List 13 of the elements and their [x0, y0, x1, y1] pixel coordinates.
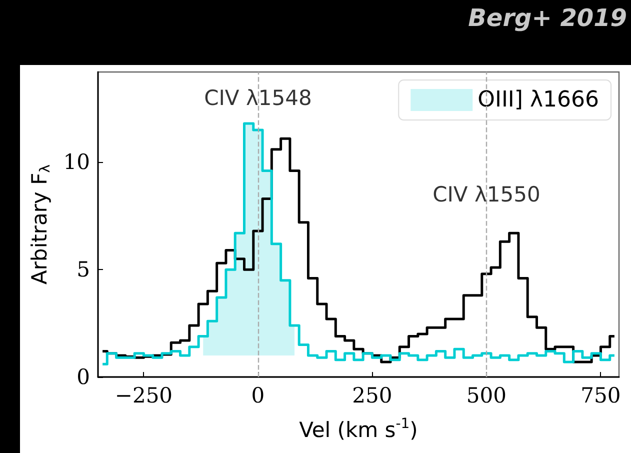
- y-tick-label: 0: [76, 365, 90, 389]
- x-tick-label: 0: [251, 384, 265, 408]
- annotation: CIV λ1550: [432, 182, 540, 206]
- annotation: CIV λ1548: [204, 86, 312, 110]
- x-tick-label: −250: [114, 384, 173, 408]
- x-tick-label: 250: [352, 384, 392, 408]
- x-tick-label: 500: [466, 384, 507, 408]
- legend-label: OIII] λ1666: [478, 88, 600, 112]
- text: Berg+ 2019: [468, 4, 627, 32]
- x-tick-label: 750: [580, 384, 621, 408]
- y-tick-label: 10: [63, 150, 90, 174]
- y-axis-title: Arbitrary Fλ: [27, 164, 54, 284]
- y-tick-label: 5: [76, 258, 90, 282]
